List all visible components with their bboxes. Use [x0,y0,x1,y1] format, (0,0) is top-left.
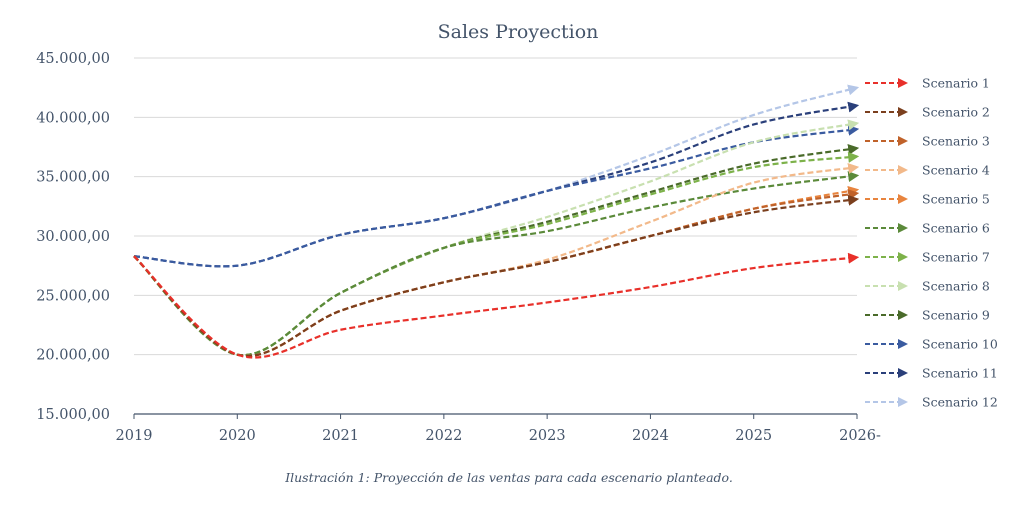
legend-label: Scenario 9 [922,308,990,323]
legend-item: Scenario 7 [865,250,990,265]
legend-item: Scenario 3 [865,134,990,149]
series-lines [133,84,860,359]
series-line-scenario-2 [133,194,860,358]
series-line-scenario-7 [133,151,860,357]
legend-label: Scenario 1 [922,76,990,91]
series-line-scenario-11 [133,101,860,268]
series-line-scenario-1 [133,252,860,359]
y-tick-label: 40.000,00 [36,110,110,126]
series-line-scenario-10 [133,124,860,268]
legend-item: Scenario 11 [865,366,998,381]
series-line-scenario-9 [133,144,860,357]
legend-label: Scenario 2 [922,105,990,120]
x-tick-label: 2025 [735,428,772,444]
legend-item: Scenario 12 [865,395,998,410]
legend-item: Scenario 8 [865,279,990,294]
legend-item: Scenario 5 [865,192,990,207]
y-tick-label: 35.000,00 [36,170,110,186]
x-tick-label: 2026- [839,428,881,444]
x-tick-label: 2020 [219,428,256,444]
x-tick-label: 2022 [425,428,462,444]
series-line-scenario-4 [133,163,860,358]
y-tick-label: 30.000,00 [36,229,110,245]
x-tick-label: 2024 [632,428,669,444]
chart-title: Sales Proyection [438,21,599,43]
y-axis: 15.000,00 20.000,00 25.000,00 30.000,00 35.0… [36,51,110,423]
series-line-scenario-3 [133,189,860,358]
legend-label: Scenario 5 [922,192,990,207]
x-tick-label: 2023 [529,428,566,444]
legend-item: Scenario 2 [865,105,990,120]
y-tick-label: 20.000,00 [36,348,110,364]
legend-label: Scenario 10 [922,337,998,352]
legend-label: Scenario 12 [922,395,998,410]
x-tick-label: 2021 [322,428,359,444]
legend-label: Scenario 8 [922,279,990,294]
x-axis: 2019 2020 2021 2022 2023 2024 2025 2026- [116,413,881,444]
legend-item: Scenario 10 [865,337,998,352]
legend-label: Scenario 11 [922,366,998,381]
y-tick-label: 15.000,00 [36,407,110,423]
legend-item: Scenario 6 [865,221,990,236]
legend-label: Scenario 6 [922,221,990,236]
legend-label: Scenario 4 [922,163,990,178]
legend-item: Scenario 4 [865,163,990,178]
legend-label: Scenario 7 [922,250,990,265]
legend-item: Scenario 1 [865,76,990,91]
y-tick-label: 25.000,00 [36,288,110,304]
legend-item: Scenario 9 [865,308,990,323]
legend: Scenario 1 Scenario 2 Scenario 3 Scenario 4… [865,76,998,410]
y-tick-label: 45.000,00 [36,51,110,67]
figure-caption: Ilustración 1: Proyección de las ventas … [285,470,733,485]
x-tick-label: 2019 [116,428,153,444]
legend-label: Scenario 3 [922,134,990,149]
